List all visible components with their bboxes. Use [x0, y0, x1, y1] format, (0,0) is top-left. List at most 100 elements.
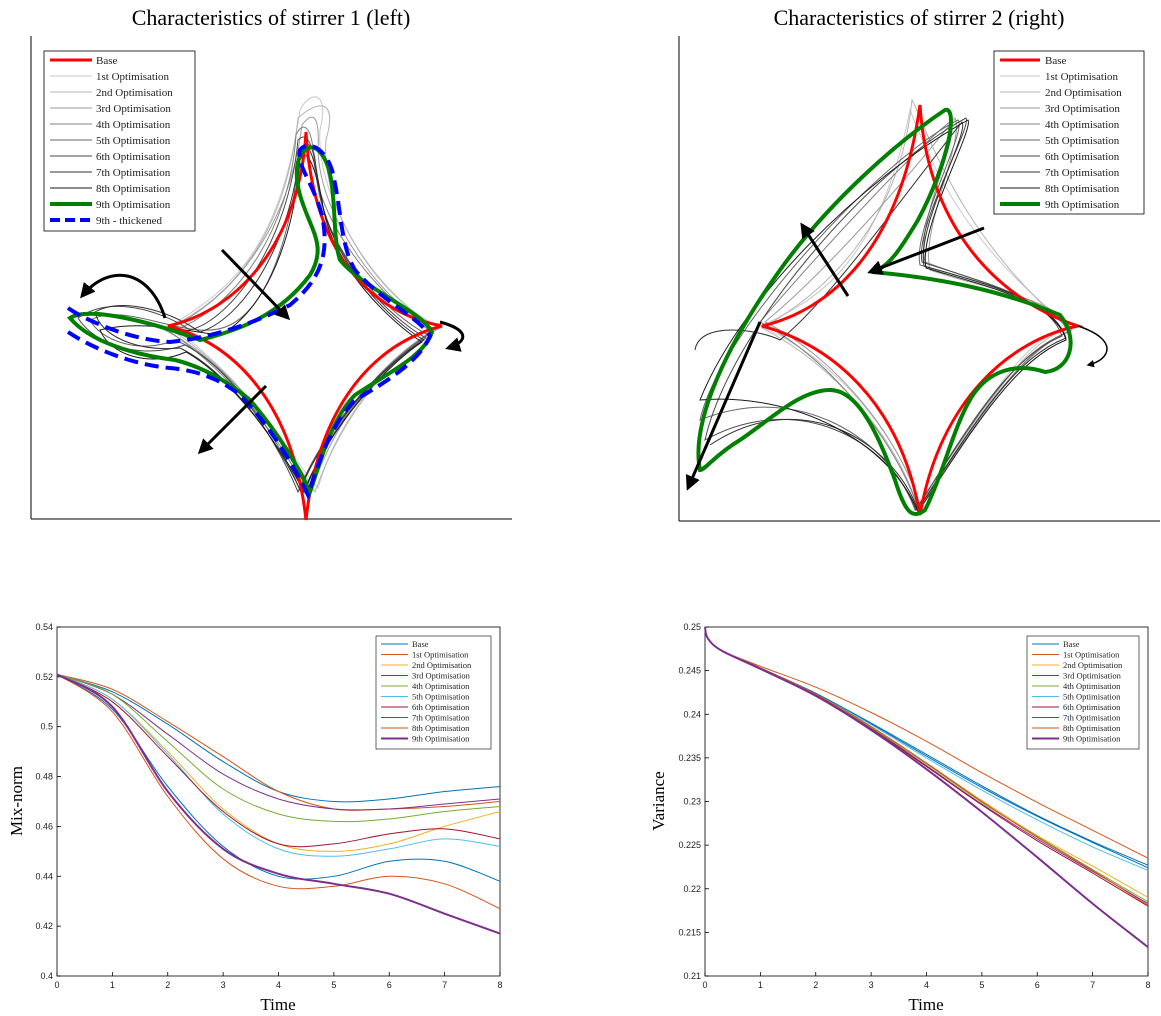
stirrer2-legend-label-opt3: 3rd Optimisation [1045, 103, 1120, 115]
variance-ytick-label: 0.215 [678, 927, 701, 937]
mixnorm-ytick-label: 0.46 [35, 821, 53, 831]
stirrer2-arrow-up [800, 222, 850, 297]
mixnorm-series-line-4 [56, 673, 501, 811]
variance-ytick-label: 0.23 [683, 797, 701, 807]
variance-xtick-label: 3 [869, 980, 874, 990]
stirrer2-arrow-right-loop [1077, 325, 1108, 368]
stirrer1-legend-label-opt5: 5th Optimisation [96, 135, 171, 147]
mixnorm-series-line-6 [56, 673, 501, 857]
variance-xtick-label: 8 [1145, 980, 1150, 990]
mixnorm-ytick-label: 0.54 [35, 622, 53, 632]
variance-ytick-label: 0.21 [683, 971, 701, 981]
mixnorm-series-line-5 [56, 673, 501, 823]
mixnorm-legend-label: Base [412, 639, 429, 649]
stirrer1-legend-label-thickened: 9th - thickened [96, 215, 162, 227]
stirrer2-legend-label-opt1: 1st Optimisation [1045, 71, 1119, 83]
mixnorm-legend-label: 7th Optimisation [412, 713, 470, 723]
stirrer1-legend-label-opt7: 7th Optimisation [96, 167, 171, 179]
mixnorm-legend-label: 4th Optimisation [412, 681, 470, 691]
variance-xtick-label: 5 [979, 980, 984, 990]
variance-ytick-label: 0.245 [678, 666, 701, 676]
mixnorm-ytick-label: 0.42 [35, 921, 53, 931]
variance-ytick-label: 0.24 [683, 709, 701, 719]
stirrer2-opt8-curve [699, 119, 1067, 514]
mixnorm-panel: 0 1 2 3 4 5 6 7 8 0.4 0.42 0.44 0.46 0.48 0.5 0.52 0.54… [7, 622, 503, 1014]
stirrer1-legend-label-opt2: 2nd Optimisation [96, 87, 173, 99]
mixnorm-series [56, 673, 501, 935]
mixnorm-xtick-label: 7 [442, 980, 447, 990]
mixnorm-xtick-label: 3 [221, 980, 226, 990]
variance-y-axis-label: Variance [649, 771, 668, 830]
mixnorm-xtick-label: 2 [165, 980, 170, 990]
variance-legend-label: 3rd Optimisation [1063, 671, 1122, 681]
stirrer1-base-curve [167, 131, 443, 521]
stirrer1-curves [66, 96, 443, 521]
stirrer2-legend-label-opt6: 6th Optimisation [1045, 151, 1120, 163]
stirrer1-title: Characteristics of stirrer 1 (left) [132, 5, 411, 30]
stirrer1-legend-label-opt3: 3rd Optimisation [96, 103, 171, 115]
stirrer2-arrow-long-down [685, 321, 762, 491]
mixnorm-xtick-label: 5 [331, 980, 336, 990]
stirrer2-legend-label-opt4: 4th Optimisation [1045, 119, 1120, 131]
mixnorm-xtick-label: 6 [387, 980, 392, 990]
mixnorm-series-line-10 [56, 673, 501, 935]
stirrer2-curves [694, 98, 1084, 516]
mixnorm-ytick-label: 0.4 [40, 971, 53, 981]
variance-series-line-10 [704, 626, 1149, 948]
mixnorm-series-line-9 [56, 673, 501, 910]
mixnorm-xtick-label: 0 [54, 980, 59, 990]
stirrer1-legend-label-opt9: 9th Optimisation [96, 199, 171, 211]
mixnorm-series-line-7 [56, 673, 501, 848]
mixnorm-legend-label: 2nd Optimisation [412, 660, 472, 670]
stirrer1-arrows [80, 248, 465, 455]
stirrer2-legend-label-opt9: 9th Optimisation [1045, 199, 1120, 211]
variance-legend-label: 7th Optimisation [1063, 713, 1121, 723]
stirrer1-panel: Characteristics of stirrer 1 (left) [30, 5, 512, 521]
mixnorm-xticks: 0 1 2 3 4 5 6 7 8 [54, 972, 503, 990]
stirrer2-opt9-curve [696, 107, 1073, 516]
stirrer2-legend-label-opt5: 5th Optimisation [1045, 135, 1120, 147]
mixnorm-ytick-label: 0.44 [35, 871, 53, 881]
variance-legend-label: 6th Optimisation [1063, 702, 1121, 712]
variance-ytick-label: 0.25 [683, 622, 701, 632]
variance-xtick-label: 2 [813, 980, 818, 990]
variance-legend-label: 1st Optimisation [1063, 650, 1120, 660]
stirrer2-title: Characteristics of stirrer 2 (right) [774, 5, 1065, 30]
stirrer1-opt6-curve [77, 136, 427, 494]
variance-legend-label: 8th Optimisation [1063, 723, 1121, 733]
mixnorm-legend-label: 9th Optimisation [412, 734, 470, 744]
mixnorm-xtick-label: 1 [110, 980, 115, 990]
stirrer2-arrows [685, 222, 1108, 491]
stirrer1-legend-box [43, 50, 196, 232]
mixnorm-legend-label: 5th Optimisation [412, 692, 470, 702]
stirrer1-legend-entries: Base 1st Optimisation 2nd Optimisation 3… [50, 55, 173, 227]
mixnorm-y-axis-label: Mix-norm [7, 766, 26, 836]
mixnorm-yticks: 0.4 0.42 0.44 0.46 0.48 0.5 0.52 0.54 [35, 622, 61, 981]
variance-series [704, 626, 1149, 948]
stirrer2-legend-label-opt7: 7th Optimisation [1045, 167, 1120, 179]
variance-xticks: 0 1 2 3 4 5 6 7 8 [702, 972, 1151, 990]
mixnorm-legend-label: 8th Optimisation [412, 723, 470, 733]
variance-ytick-label: 0.22 [683, 884, 701, 894]
stirrer1-legend-label-opt6: 6th Optimisation [96, 151, 171, 163]
variance-xtick-label: 0 [702, 980, 707, 990]
stirrer2-panel: Characteristics of stirrer 2 (right) [678, 5, 1160, 522]
mixnorm-xtick-label: 8 [497, 980, 502, 990]
mixnorm-xtick-label: 4 [276, 980, 281, 990]
stirrer2-legend-label-opt8: 8th Optimisation [1045, 183, 1120, 195]
stirrer1-opt9-thickened-curve [66, 143, 433, 501]
stirrer2-legend: Base 1st Optimisation 2nd Optimisation 3… [993, 50, 1145, 215]
stirrer1-opt9-curve [67, 145, 435, 498]
stirrer2-legend-box [993, 50, 1145, 215]
mixnorm-legend-label: 6th Optimisation [412, 702, 470, 712]
variance-legend-label: 5th Optimisation [1063, 692, 1121, 702]
variance-legend-label: 9th Optimisation [1063, 734, 1121, 744]
stirrer1-legend-label-opt1: 1st Optimisation [96, 71, 170, 83]
variance-yticks: 0.21 0.215 0.22 0.225 0.23 0.235 0.24 0.245 0.25 [678, 622, 709, 981]
variance-legend-label: 2nd Optimisation [1063, 660, 1123, 670]
mixnorm-x-axis-label: Time [260, 995, 295, 1014]
